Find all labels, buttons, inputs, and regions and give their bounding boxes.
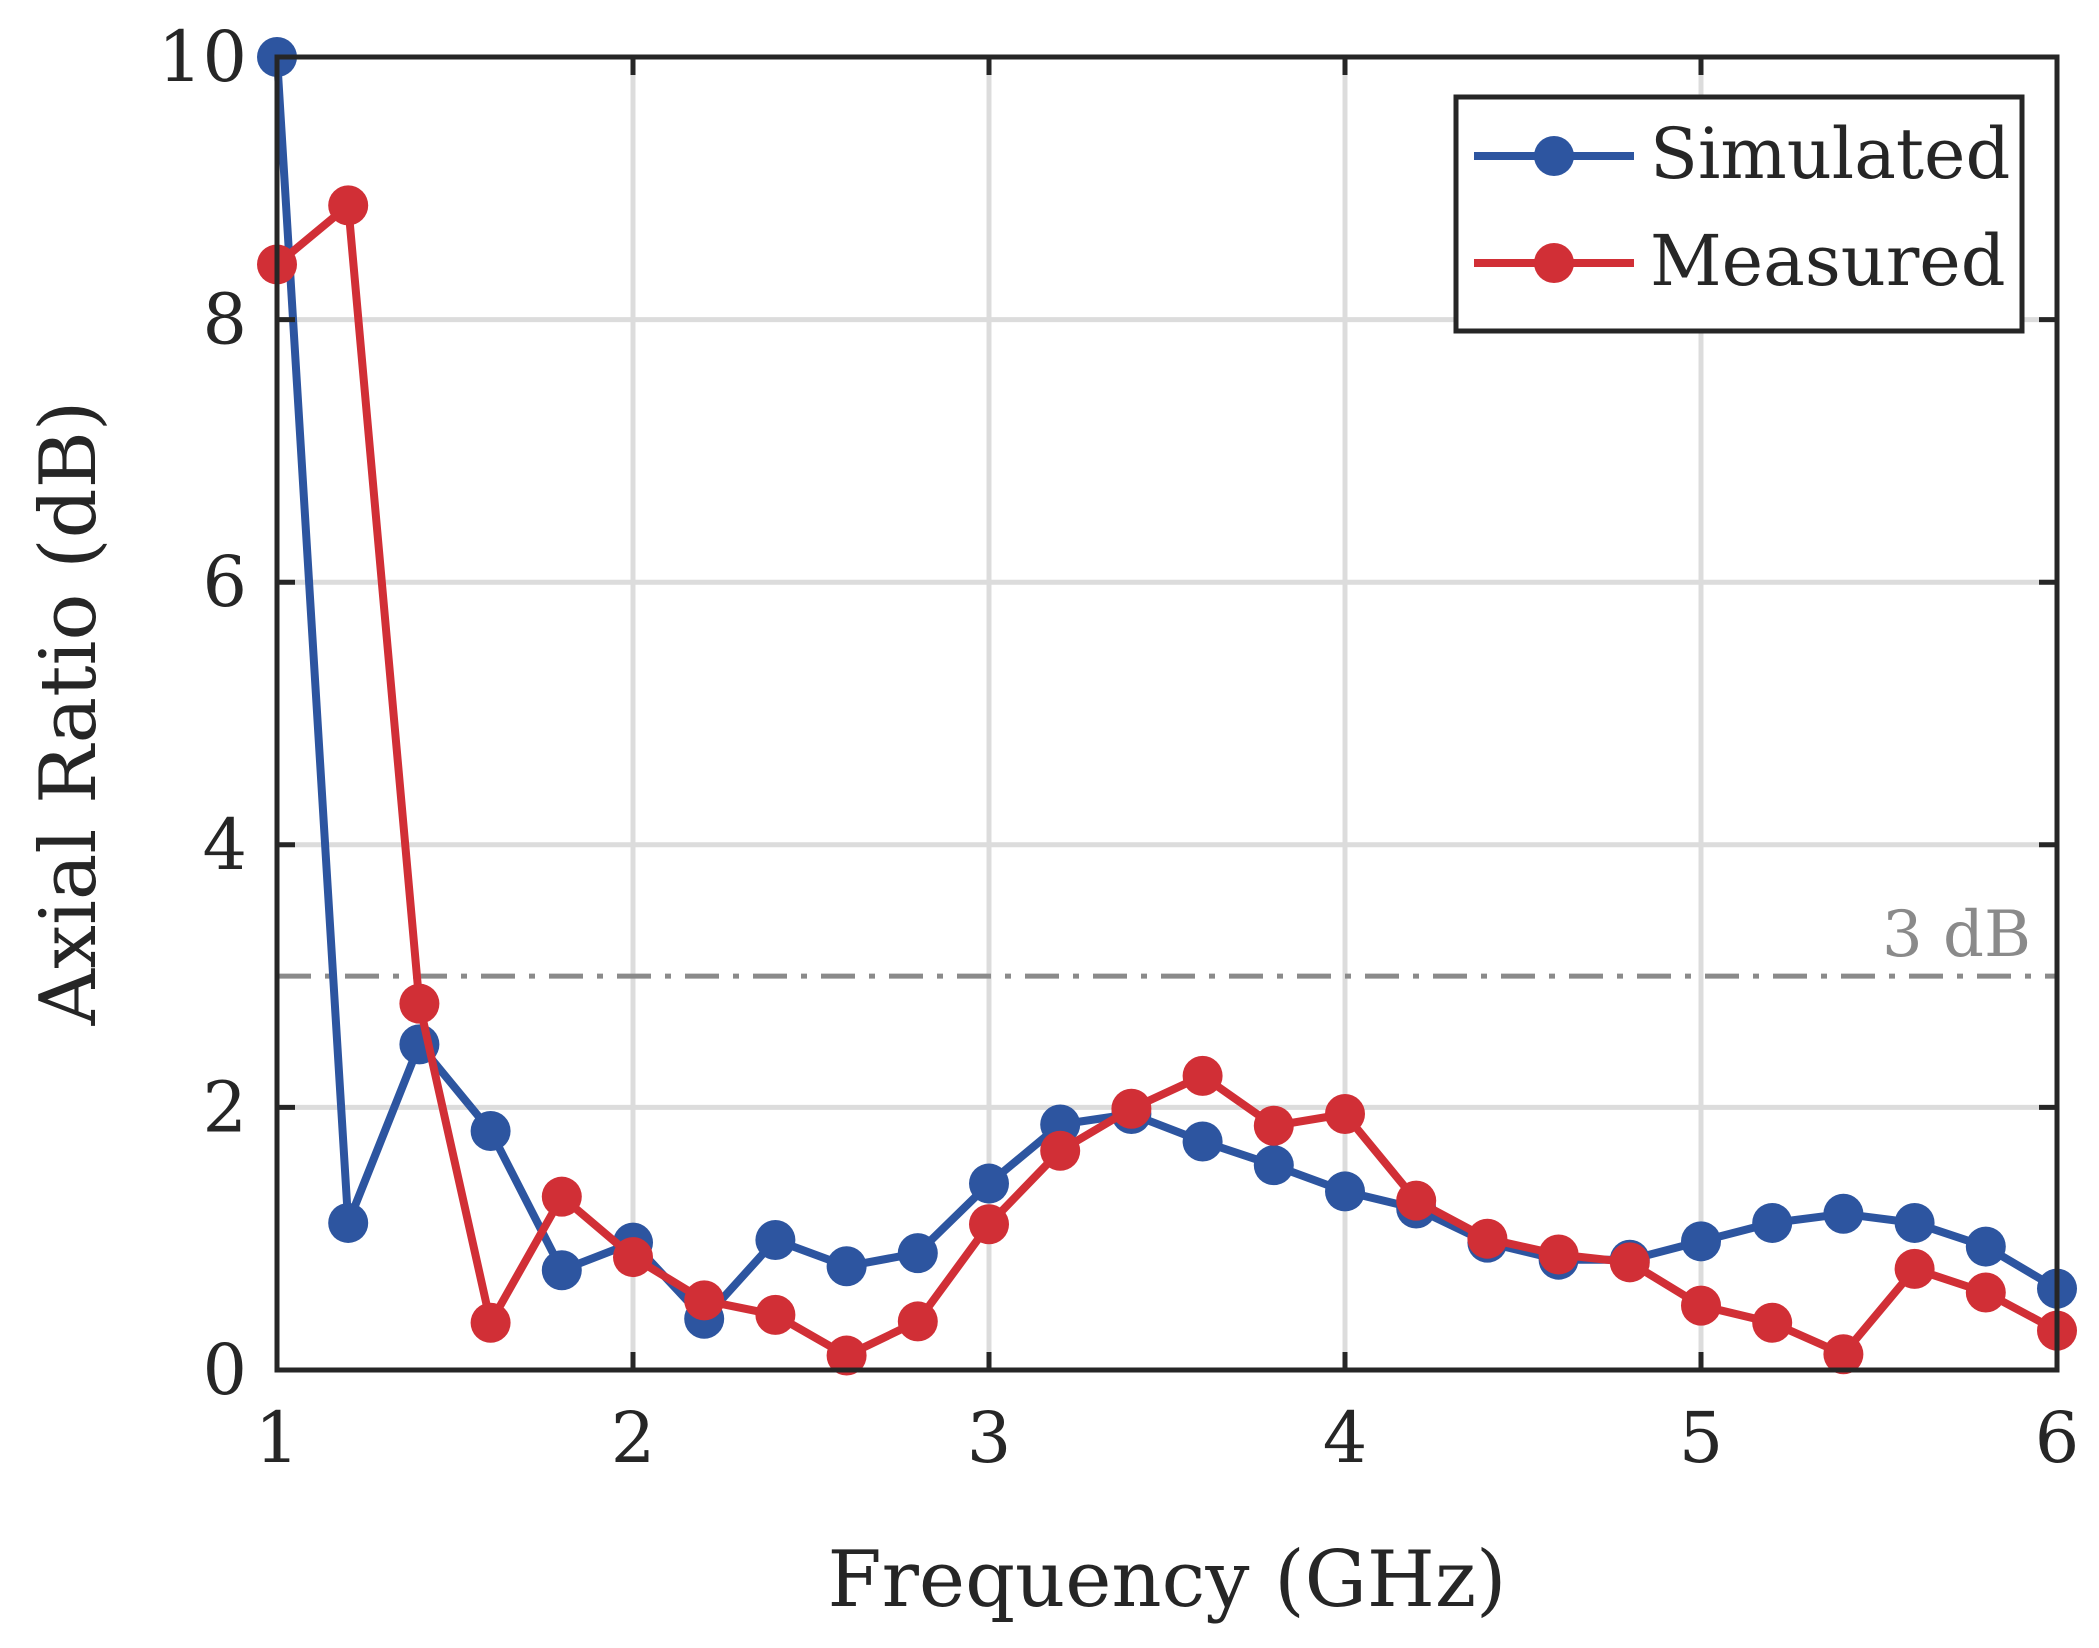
x-tick-label: 6 (2035, 1397, 2080, 1479)
reference-line-group: 3 dB (277, 898, 2057, 979)
x-axis-label: Frequency (GHz) (828, 1535, 1507, 1625)
data-point-simulated (328, 1202, 369, 1243)
data-point-simulated (969, 1163, 1009, 1204)
data-point-simulated (541, 1250, 582, 1291)
data-point-measured (1965, 1272, 2006, 1313)
data-point-measured (1752, 1302, 1793, 1343)
data-point-measured (541, 1176, 582, 1217)
data-point-simulated (1965, 1226, 2006, 1267)
data-point-measured (897, 1301, 938, 1342)
data-point-simulated (470, 1111, 511, 1152)
data-point-simulated (1894, 1202, 1935, 1243)
data-point-measured (1182, 1055, 1223, 1096)
axis-ticks: 1 2 3 4 5 6 0 2 4 6 8 10 (158, 16, 2079, 1479)
y-tick-label: 6 (202, 541, 247, 623)
y-tick-label: 2 (202, 1066, 247, 1148)
y-tick-label: 4 (202, 804, 247, 886)
data-point-measured (470, 1302, 511, 1343)
legend-label-simulated: Simulated (1650, 113, 2010, 195)
data-point-measured (1396, 1180, 1437, 1221)
data-point-simulated (826, 1246, 867, 1287)
data-point-measured (1325, 1093, 1365, 1134)
data-point-measured (826, 1335, 867, 1376)
data-point-simulated (1253, 1145, 1294, 1186)
x-tick-label: 3 (967, 1397, 1012, 1479)
data-point-measured (613, 1237, 653, 1278)
data-point-measured (1894, 1248, 1935, 1289)
y-tick-label: 10 (158, 16, 247, 98)
plot-frame (274, 54, 2060, 1373)
data-point-measured (1609, 1242, 1650, 1283)
x-tick-label: 5 (1679, 1397, 1724, 1479)
y-tick-label: 8 (202, 279, 247, 361)
data-point-simulated (755, 1220, 796, 1261)
data-point-measured (1111, 1088, 1152, 1129)
data-point-measured (684, 1280, 725, 1321)
data-point-measured (1538, 1234, 1579, 1275)
legend-label-measured: Measured (1650, 220, 2006, 302)
legend-marker-measured (1534, 243, 1574, 283)
data-point-measured (399, 983, 440, 1024)
x-tick-label: 4 (1323, 1397, 1368, 1479)
data-point-measured (1681, 1285, 1721, 1326)
y-tick-label: 0 (202, 1329, 247, 1411)
data-point-measured (328, 185, 369, 226)
data-point-simulated (1325, 1171, 1365, 1212)
reference-line-label: 3 dB (1882, 898, 2031, 972)
data-point-simulated (1823, 1193, 1864, 1234)
data-point-measured (969, 1204, 1009, 1245)
data-point-measured (1040, 1130, 1081, 1171)
data-point-simulated (1681, 1221, 1721, 1262)
x-tick-label: 1 (255, 1397, 300, 1479)
x-tick-label: 2 (611, 1397, 656, 1479)
legend: Simulated Measured (1453, 94, 2025, 334)
data-point-simulated (1752, 1202, 1793, 1243)
data-point-measured (1467, 1218, 1508, 1259)
legend-marker-simulated (1534, 136, 1574, 176)
data-point-measured (1823, 1334, 1864, 1375)
data-point-simulated (1182, 1121, 1223, 1162)
legend-box (1453, 94, 2025, 334)
data-point-simulated (897, 1233, 938, 1274)
data-point-measured (755, 1294, 796, 1335)
y-axis-label: Axial Ratio (dB) (24, 401, 114, 1027)
data-point-measured (1253, 1105, 1294, 1146)
